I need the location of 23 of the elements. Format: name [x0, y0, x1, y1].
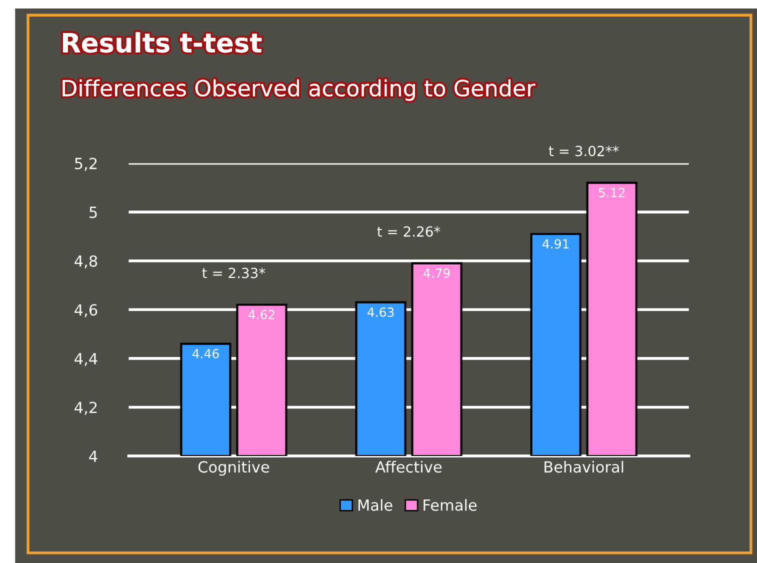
x-tick-label: Affective — [375, 460, 442, 473]
legend-label: Male — [358, 499, 392, 511]
text: t = 3.02** — [548, 146, 619, 156]
x-tick-label: Cognitive — [198, 460, 270, 476]
y-tick-label: 4,4 — [74, 353, 98, 366]
annotation: t = 2.33* — [202, 268, 266, 278]
y-tick-label: 5,2 — [75, 158, 97, 171]
y-tick-label: 4 — [89, 450, 98, 462]
legend-label: Female — [424, 499, 477, 511]
data-label: 4.79 — [423, 268, 450, 278]
y-tick-label: 4,2 — [74, 402, 97, 415]
data-label: 4.91 — [542, 239, 569, 249]
data-label: 4.46 — [192, 348, 219, 358]
chart-subtitle: Differences Observed according to Gender — [62, 79, 536, 101]
annotation: t = 2.26* — [377, 226, 440, 237]
data-label: 4.62 — [248, 310, 274, 320]
data-label: 4.63 — [367, 307, 394, 317]
chart-title: Results t-test — [62, 32, 262, 53]
x-tick-label: Behavioral — [544, 460, 624, 473]
data-label: 5.12 — [598, 188, 625, 198]
y-tick-label: 4,8 — [74, 255, 98, 268]
y-tick-label: 5 — [90, 206, 97, 218]
y-tick-label: 4,6 — [74, 304, 98, 318]
